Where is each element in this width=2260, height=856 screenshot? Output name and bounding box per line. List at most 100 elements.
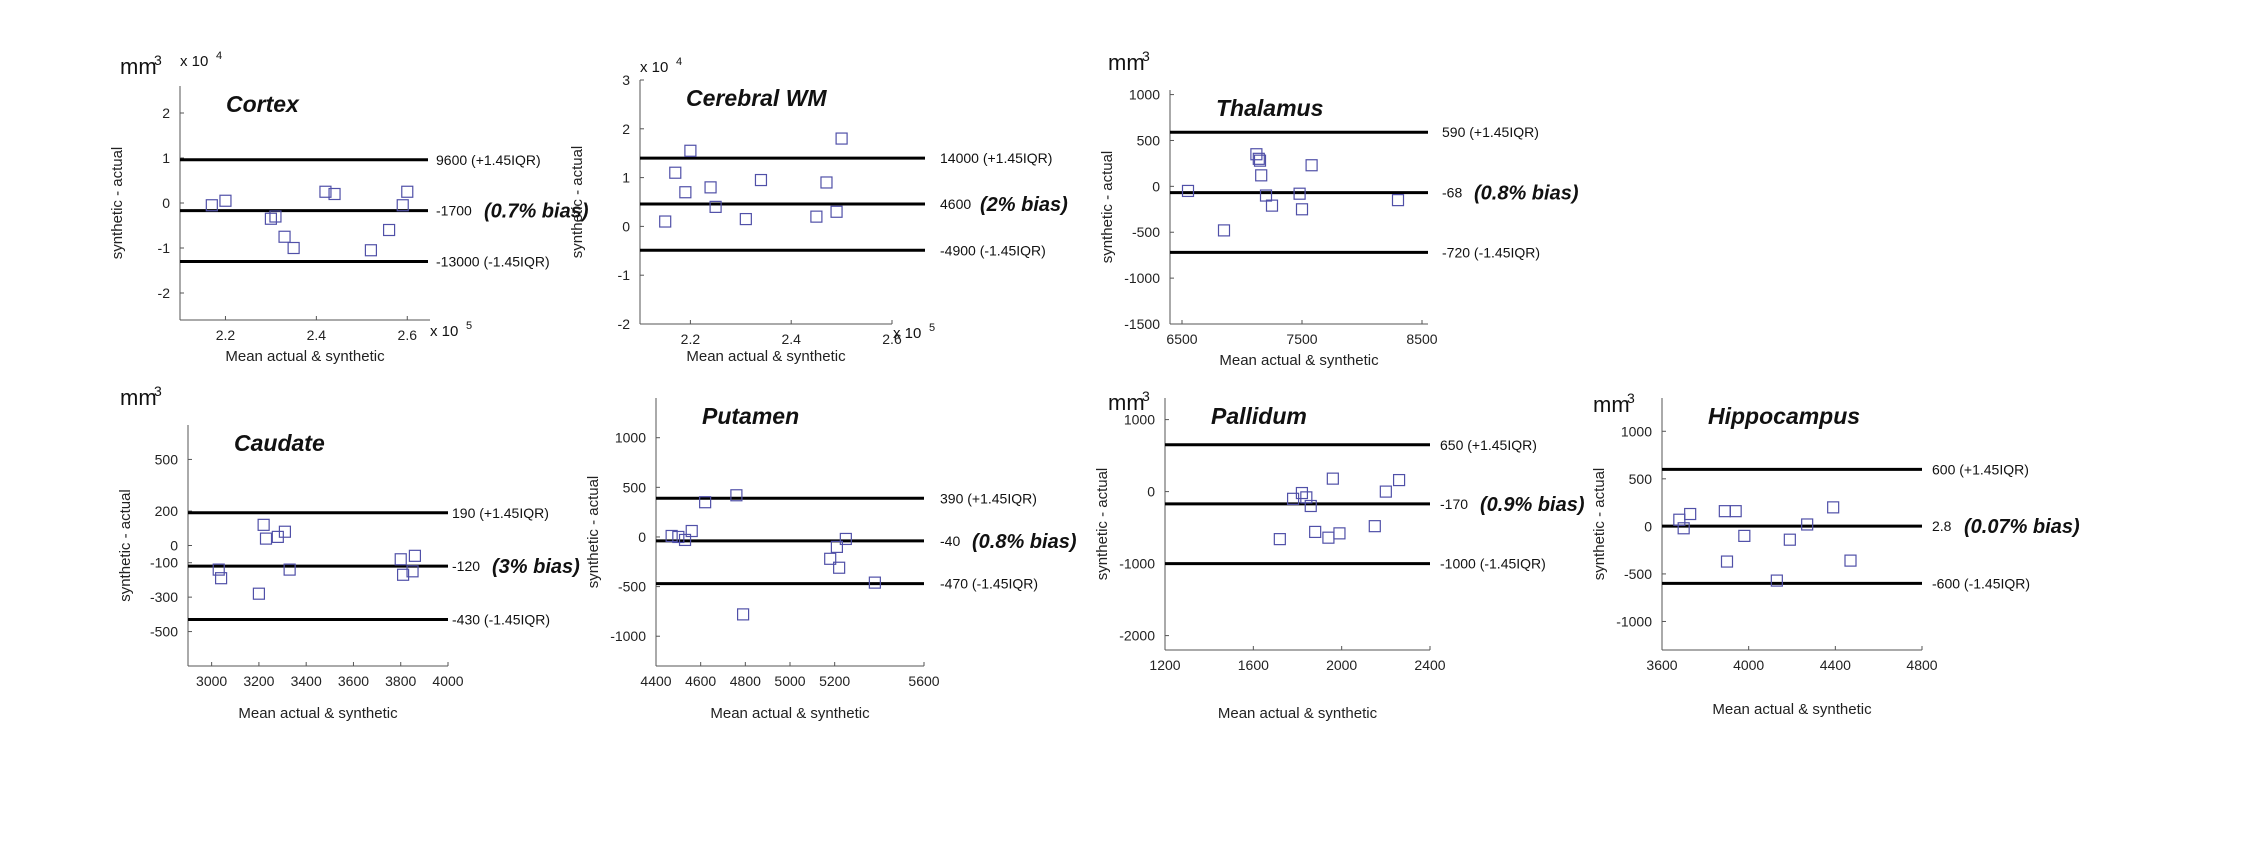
panel-5-data-point [685, 524, 698, 538]
panel-6-y-tick-label: 1000 [1124, 412, 1155, 428]
panel-6-data-point [1295, 486, 1309, 500]
panel-6-y-tick-label: -2000 [1119, 628, 1155, 644]
panel-5-x-tick-label: 4400 [640, 673, 671, 689]
panel-6-title: Pallidum [1211, 403, 1307, 429]
panel-7-title: Hippocampus [1708, 403, 1860, 429]
panel-4-x-tick-label: 3400 [291, 673, 322, 689]
panel-3-x-axis-label: Mean actual & synthetic [1219, 352, 1379, 369]
panel-5-data-point [672, 530, 685, 544]
panel-5-x-tick-label: 4800 [730, 673, 761, 689]
panel-4-x-tick-label: 3600 [338, 673, 369, 689]
panel-7-data-point [1718, 505, 1731, 518]
panel-4-upper-limit-line-label: 190 (+1.45IQR) [452, 505, 549, 521]
panel-1-data-point [278, 230, 291, 243]
panel-5-y-tick-label: 0 [638, 529, 646, 545]
panel-1-y-tick-label: 2 [162, 105, 170, 121]
panel-1-data-point [328, 187, 341, 201]
panel-2-x-tick-label: 2.6 [882, 331, 902, 347]
panel-2-title: Cerebral WM [686, 85, 827, 111]
panel-2-x-multiplier: x 10 [893, 325, 921, 342]
panel-7-data-point [1844, 554, 1857, 567]
panel-7-y-tick-label: -500 [1624, 566, 1652, 582]
panel-2-y-multiplier: x 10 [640, 59, 668, 76]
panel-7-bias-annotation: (0.07% bias) [1964, 516, 2080, 538]
panel-3-data-point [1255, 169, 1268, 182]
panel-7-data-point [1677, 522, 1690, 535]
panel-5-title: Putamen [702, 403, 799, 429]
panel-3-upper-limit-line-label: 590 (+1.45IQR) [1442, 124, 1539, 140]
panel-4-data-point [259, 532, 273, 545]
panel-5-lower-limit-line-label: -470 (-1.45IQR) [940, 576, 1038, 592]
panel-4-y-tick-label: -300 [150, 589, 178, 605]
panel-1-data-point [401, 185, 414, 198]
panel-6-x-tick-label: 1200 [1149, 657, 1180, 673]
panel-1-x-tick-label: 2.6 [398, 327, 418, 343]
panel-2-bias-annotation: (2% bias) [980, 194, 1068, 216]
panel-2-data-point [810, 210, 823, 223]
panel-7-bias-line-label: 2.8 [1932, 518, 1952, 534]
panel-4-y-axis-label: synthetic - actual [117, 489, 134, 602]
panel-3-y-tick-label: 500 [1137, 132, 1161, 148]
panel-2-x-multiplier-exponent: 5 [929, 322, 935, 334]
panel-6-bias-line-label: -170 [1440, 496, 1468, 512]
panel-3-data-point [1181, 184, 1195, 198]
panel-6-x-tick-label: 2400 [1414, 657, 1445, 673]
panel-2-data-point [739, 212, 752, 226]
panel-2-data-point [669, 166, 682, 179]
panel-7-x-tick-label: 4400 [1820, 657, 1851, 673]
panel-2-x-tick-label: 2.2 [681, 331, 701, 347]
panel-5-bias-annotation: (0.8% bias) [972, 531, 1077, 553]
panel-3-x-tick-label: 8500 [1406, 331, 1437, 347]
panel-1-data-point [205, 199, 218, 212]
panel-6-data-point [1273, 533, 1286, 546]
panel-2-y-tick-label: -2 [618, 316, 631, 332]
panel-4-x-axis-label: Mean actual & synthetic [238, 705, 398, 722]
panel-3-x-tick-label: 7500 [1286, 331, 1317, 347]
panel-3-x-tick-label: 6500 [1166, 331, 1197, 347]
panel-3-bias-annotation: (0.8% bias) [1474, 183, 1579, 205]
panel-3-bias-line-label: -68 [1442, 185, 1462, 201]
panel-3-y-axis-label: synthetic - actual [1099, 151, 1116, 264]
panel-4-data-point [252, 587, 266, 600]
panel-7-y-tick-label: 0 [1644, 518, 1652, 534]
panel-3-y-tick-label: -1500 [1124, 316, 1160, 332]
panel-2-y-tick-label: -1 [618, 267, 631, 283]
panel-1-data-point [382, 223, 396, 237]
panel-3-data-point [1391, 194, 1405, 207]
panel-1-bias-annotation: (0.7% bias) [484, 201, 589, 223]
panel-7-x-tick-label: 4000 [1733, 657, 1764, 673]
panel-3-data-point [1265, 199, 1279, 212]
panel-3-unit-exponent: 3 [1142, 48, 1150, 64]
panel-1-upper-limit-line-label: 9600 (+1.45IQR) [436, 152, 541, 168]
panel-2-data-point [659, 215, 672, 228]
panel-5-bias-line-label: -40 [940, 533, 960, 549]
panel-6-y-axis-label: synthetic - actual [1094, 468, 1111, 581]
panel-1-data-point [264, 212, 278, 225]
panel-6-bias-annotation: (0.9% bias) [1480, 494, 1585, 516]
panel-7-data-point [1783, 533, 1796, 546]
panel-2-x-tick-label: 2.4 [781, 331, 801, 347]
panel-2-bias-line-label: 4600 [940, 196, 971, 212]
panel-3-y-tick-label: -1000 [1124, 270, 1160, 286]
panel-6-unit-exponent: 3 [1142, 388, 1150, 404]
panel-6-x-tick-label: 1600 [1238, 657, 1269, 673]
panel-4-x-tick-label: 4000 [432, 673, 463, 689]
panel-1-data-point [396, 199, 409, 212]
panel-5-data-point [868, 576, 881, 589]
panel-5-x-tick-label: 4600 [685, 673, 716, 689]
panel-1-unit-exponent: 3 [154, 52, 162, 68]
panel-1-bias-line-label: -1700 [436, 203, 472, 219]
panel-7-lower-limit-line-label: -600 (-1.45IQR) [1932, 575, 2030, 591]
panel-1-unit-label: mm [120, 54, 157, 79]
panel-2-data-point [704, 181, 717, 194]
panel-2-y-tick-label: 3 [622, 72, 630, 88]
panel-4-x-tick-label: 3000 [196, 673, 227, 689]
panel-1-x-tick-label: 2.2 [216, 327, 236, 343]
panel-1-y-axis-label: synthetic - actual [109, 147, 126, 260]
panel-6-y-tick-label: -1000 [1119, 556, 1155, 572]
panel-1-title: Cortex [226, 91, 300, 117]
panel-6-data-point [1322, 531, 1335, 544]
panel-1-data-point [319, 185, 332, 198]
panel-4-y-tick-label: -100 [150, 555, 178, 571]
